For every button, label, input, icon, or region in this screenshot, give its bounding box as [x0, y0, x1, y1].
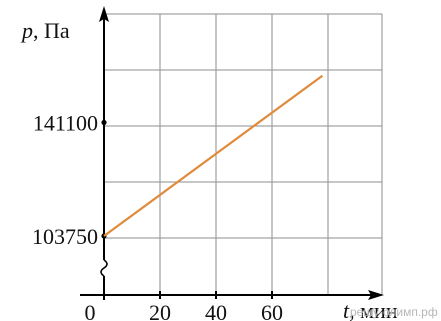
series-layer: [103, 74, 324, 237]
y-axis-break-mark: [100, 259, 108, 277]
x-tick-label: 20: [149, 300, 171, 321]
y-axis-unit: , Па: [33, 18, 70, 43]
x-axis-label: t, мин: [343, 298, 398, 321]
x-tick-label: 40: [205, 300, 227, 321]
grid: [104, 13, 383, 295]
x-axis-unit: , мин: [349, 298, 398, 321]
y-tick-label: 103750: [32, 224, 98, 249]
ticks: 0 20 40 60 103750 141100: [32, 111, 283, 321]
y-axis-variable: p: [20, 18, 33, 43]
y-axis-label: p, Па: [20, 18, 70, 43]
x-tick-label: 0: [85, 300, 96, 321]
y-axis-arrow: [99, 6, 109, 22]
pressure-line: [103, 74, 324, 237]
axes: [80, 6, 384, 300]
y-tick-dot: [101, 119, 107, 126]
x-tick-label: 60: [261, 300, 283, 321]
x-axis-arrow: [368, 290, 384, 300]
x-axis-variable: t: [343, 298, 350, 321]
y-tick-label: 141100: [33, 111, 98, 136]
watermark: решу-олимп.рф: [350, 305, 438, 319]
